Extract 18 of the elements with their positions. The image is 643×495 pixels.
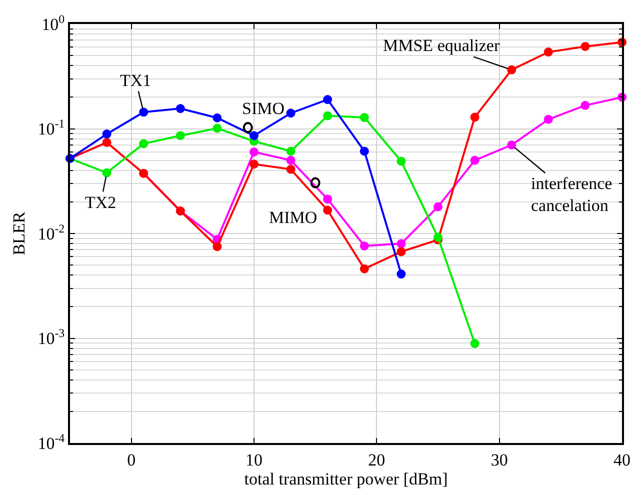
y-tick-label: 10$^{-2}$ [38,221,65,244]
x-tick-label: 30 [490,450,508,470]
annotation: interference cancelation [531,174,612,216]
annotation: TX1 [120,71,152,90]
x-tick-label: 0 [127,450,136,470]
x-axis-title: total transmitter power [dBm] [244,469,448,488]
annotation: TX2 [85,193,116,212]
y-tick-label: 10$^{-1}$ [38,116,65,139]
x-tick-label: 40 [614,450,630,470]
annotation: SIMO [242,99,285,118]
x-tick-label: 10 [246,450,262,470]
annotation: MMSE equalizer [383,36,500,55]
annotation: MIMO [269,208,318,227]
y-tick-label: 10$^{-4}$ [38,430,65,453]
y-axis-title: BLER [10,211,29,256]
y-tick-label: 10$^{0}$ [42,12,65,34]
x-tick-label: 20 [368,450,386,470]
y-tick-label: 10$^{-3}$ [38,326,65,348]
